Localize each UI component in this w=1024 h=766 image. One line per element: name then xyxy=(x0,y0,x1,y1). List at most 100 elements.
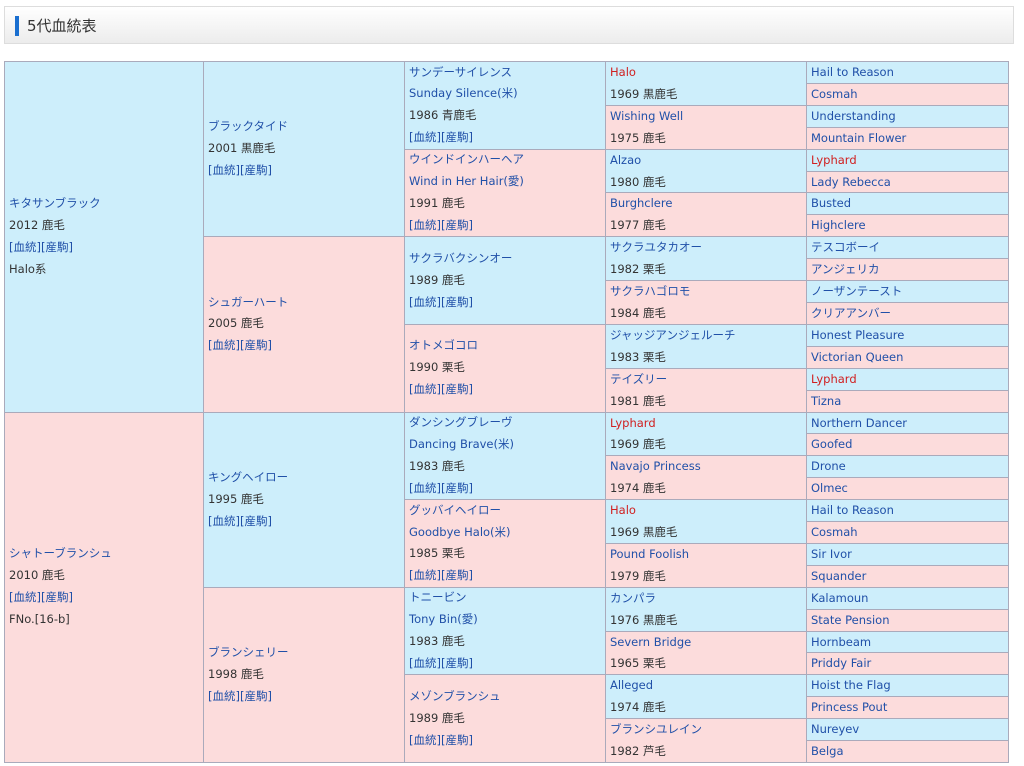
horse-name-link[interactable]: ダンシングブレーヴ xyxy=(409,415,513,429)
horse-english-name[interactable]: Tony Bin(愛) xyxy=(409,612,478,627)
horse-name-link[interactable]: Busted xyxy=(811,196,852,211)
horse-name-link[interactable]: トニービン xyxy=(409,590,467,605)
pedigree-link[interactable]: [血統] xyxy=(208,338,240,353)
pedigree-link[interactable]: [血統] xyxy=(9,239,41,254)
pedigree-link[interactable]: [産駒] xyxy=(239,513,272,528)
horse-english-name[interactable]: Goodbye Halo(米) xyxy=(409,524,511,539)
horse-name-link[interactable]: シュガーハート xyxy=(208,294,289,309)
horse-name-link[interactable]: アンジェリカ xyxy=(811,262,880,277)
horse-name-link[interactable]: Lyphard xyxy=(811,371,857,386)
horse-name-link[interactable]: Drone xyxy=(811,459,846,474)
horse-name-link[interactable]: ウインドインハーヘア xyxy=(409,152,524,167)
horse-name-link[interactable]: Mountain Flower xyxy=(811,130,907,145)
horse-name-link[interactable]: ブランシユレイン xyxy=(610,722,702,737)
horse-name-link[interactable]: Highclere xyxy=(811,218,866,233)
horse-name-link[interactable]: Princess Pout xyxy=(811,700,888,715)
pedigree-link[interactable]: [産駒] xyxy=(40,239,73,254)
pedigree-link[interactable]: [血統] xyxy=(208,513,240,528)
horse-name-link[interactable]: Halo xyxy=(610,65,636,79)
horse-name-link[interactable]: Goofed xyxy=(811,437,853,452)
horse-name-link[interactable]: State Pension xyxy=(811,612,890,627)
pedigree-link[interactable]: [産駒] xyxy=(40,590,73,605)
pedigree-link[interactable]: [産駒] xyxy=(440,732,473,747)
horse-english-name[interactable]: Wind in Her Hair(愛) xyxy=(409,174,524,189)
horse-name-link[interactable]: Halo xyxy=(610,503,636,518)
pedigree-link[interactable]: [血統] xyxy=(208,163,240,178)
pedigree-link[interactable]: [産駒] xyxy=(440,480,473,495)
horse-name-link[interactable]: キングヘイロー xyxy=(208,469,289,484)
horse-name-link[interactable]: ノーザンテースト xyxy=(811,284,903,299)
pedigree-link[interactable]: [産駒] xyxy=(440,130,473,145)
horse-name-link[interactable]: Understanding xyxy=(811,108,896,123)
birth-year-color: 1969 鹿毛 xyxy=(610,437,666,452)
horse-name-link[interactable]: Burghclere xyxy=(610,196,673,211)
horse-name-link[interactable]: Cosmah xyxy=(811,86,858,101)
horse-name-link[interactable]: Hornbeam xyxy=(811,634,872,649)
horse-name-link[interactable]: ジャッジアンジェルーチ xyxy=(610,327,736,342)
horse-name-link[interactable]: Severn Bridge xyxy=(610,634,692,649)
pedigree-link[interactable]: [血統] xyxy=(9,590,41,605)
pedigree-link[interactable]: [血統] xyxy=(409,568,441,583)
horse-name-link[interactable]: サクラユタカオー xyxy=(610,240,702,255)
pedigree-link[interactable]: [産駒] xyxy=(440,655,473,670)
horse-name-link[interactable]: Cosmah xyxy=(811,525,858,540)
horse-name-link[interactable]: Squander xyxy=(811,568,867,583)
pedigree-link[interactable]: [産駒] xyxy=(440,217,473,232)
horse-name-link[interactable]: Sir Ivor xyxy=(811,546,852,561)
horse-name-link[interactable]: Northern Dancer xyxy=(811,415,908,430)
horse-name-link[interactable]: Tizna xyxy=(811,393,842,408)
horse-cell: Lyphard xyxy=(806,367,1009,391)
horse-name-link[interactable]: カンパラ xyxy=(610,590,656,605)
pedigree-link[interactable]: [血統] xyxy=(409,732,441,747)
pedigree-link[interactable]: [血統] xyxy=(409,217,441,232)
pedigree-link[interactable]: [産駒] xyxy=(239,163,272,178)
pedigree-link[interactable]: [血統] xyxy=(409,130,441,145)
horse-name-link[interactable]: Lyphard xyxy=(811,152,857,167)
horse-name-link[interactable]: オトメゴコロ xyxy=(409,338,478,353)
pedigree-link[interactable]: [血統] xyxy=(409,655,441,670)
horse-name-link[interactable]: Victorian Queen xyxy=(811,349,904,364)
horse-name-link[interactable]: Hoist the Flag xyxy=(811,678,891,693)
pedigree-link[interactable]: [産駒] xyxy=(239,338,272,353)
pedigree-link[interactable]: [産駒] xyxy=(440,382,473,397)
horse-name-link[interactable]: Nureyev xyxy=(811,722,860,737)
horse-name-link[interactable]: Lyphard xyxy=(610,415,656,430)
horse-name-link[interactable]: Lady Rebecca xyxy=(811,174,891,189)
horse-name-link[interactable]: グッバイヘイロー xyxy=(409,502,501,517)
horse-name-link[interactable]: Honest Pleasure xyxy=(811,327,905,342)
horse-english-name[interactable]: Dancing Brave(米) xyxy=(409,436,514,451)
birth-year-color: 1990 栗毛 xyxy=(409,360,465,375)
horse-name-link[interactable]: クリアアンバー xyxy=(811,305,892,320)
horse-name-link[interactable]: メゾンブランシュ xyxy=(409,688,501,703)
horse-name-link[interactable]: ブランシェリー xyxy=(208,645,289,660)
links-row: [血統][産駒] xyxy=(409,215,605,236)
horse-name-link[interactable]: テイズリー xyxy=(610,371,668,386)
pedigree-link[interactable]: [産駒] xyxy=(239,688,272,703)
horse-name-link[interactable]: Hail to Reason xyxy=(811,65,894,79)
horse-name-link[interactable]: Priddy Fair xyxy=(811,656,872,671)
horse-name-link[interactable]: Alleged xyxy=(610,678,654,693)
horse-name-link[interactable]: サクラハゴロモ xyxy=(610,284,691,299)
horse-english-name[interactable]: Sunday Silence(米) xyxy=(409,86,518,101)
horse-name-link[interactable]: キタサンブラック xyxy=(9,195,101,210)
horse-name-link[interactable]: Hail to Reason xyxy=(811,503,894,518)
horse-name-link[interactable]: Navajo Princess xyxy=(610,459,701,474)
links-row: [血統][産駒] xyxy=(409,292,605,314)
pedigree-link[interactable]: [血統] xyxy=(409,382,441,397)
pedigree-link[interactable]: [産駒] xyxy=(440,568,473,583)
horse-name-link[interactable]: Olmec xyxy=(811,481,848,496)
horse-name-link[interactable]: Pound Foolish xyxy=(610,546,690,561)
horse-name-link[interactable]: テスコボーイ xyxy=(811,240,880,255)
horse-name-link[interactable]: Alzao xyxy=(610,152,642,167)
pedigree-link[interactable]: [血統] xyxy=(208,688,240,703)
pedigree-link[interactable]: [産駒] xyxy=(440,294,473,309)
horse-name-link[interactable]: Wishing Well xyxy=(610,108,684,123)
horse-name-link[interactable]: Kalamoun xyxy=(811,590,869,605)
horse-name-link[interactable]: シャトーブランシュ xyxy=(9,546,112,561)
pedigree-link[interactable]: [血統] xyxy=(409,480,441,495)
horse-name-link[interactable]: サクラバクシンオー xyxy=(409,250,513,265)
horse-name-link[interactable]: Belga xyxy=(811,744,844,759)
pedigree-link[interactable]: [血統] xyxy=(409,294,441,309)
horse-name-link[interactable]: サンデーサイレンス xyxy=(409,64,513,79)
horse-name-link[interactable]: ブラックタイド xyxy=(208,119,289,134)
